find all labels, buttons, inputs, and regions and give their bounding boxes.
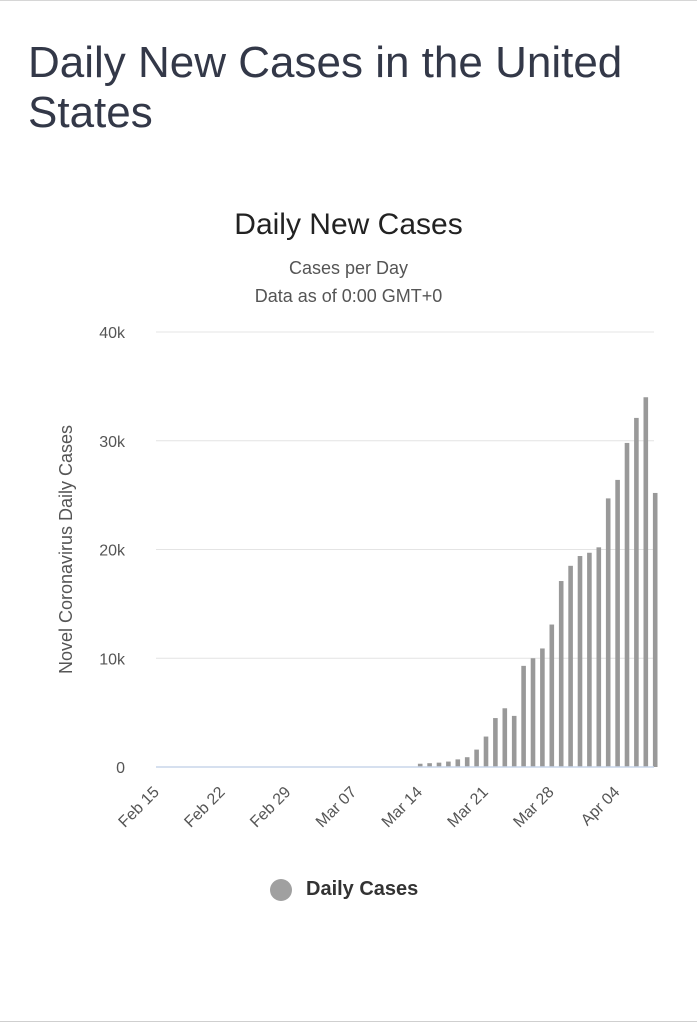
chart-title: Daily New Cases bbox=[234, 208, 463, 241]
bar-series bbox=[156, 397, 658, 768]
bar[interactable] bbox=[474, 749, 479, 767]
legend-label: Daily Cases bbox=[306, 878, 419, 900]
chart-subtitle-line-2: Data as of 0:00 GMT+0 bbox=[254, 286, 443, 306]
bar[interactable] bbox=[549, 624, 555, 767]
bar[interactable] bbox=[493, 718, 498, 767]
y-tick-label: 10k bbox=[99, 651, 126, 668]
bar[interactable] bbox=[530, 658, 536, 767]
x-tick-label: Mar 28 bbox=[510, 784, 557, 831]
top-divider bbox=[0, 0, 697, 1]
bar[interactable] bbox=[502, 708, 508, 767]
bar[interactable] bbox=[643, 397, 649, 767]
x-tick-label: Mar 21 bbox=[445, 784, 492, 831]
bar[interactable] bbox=[577, 556, 583, 767]
bar[interactable] bbox=[436, 762, 442, 767]
legend[interactable]: Daily Cases bbox=[270, 878, 418, 901]
bar[interactable] bbox=[446, 761, 451, 767]
y-axis-ticks: 0 10k 20k 30k 40k bbox=[99, 325, 126, 777]
x-tick-label: Apr 04 bbox=[578, 784, 623, 829]
bar[interactable] bbox=[568, 565, 573, 767]
bar[interactable] bbox=[558, 581, 564, 767]
bar[interactable] bbox=[417, 763, 423, 767]
bar[interactable] bbox=[587, 552, 592, 767]
grid-lines bbox=[156, 331, 654, 659]
x-axis-ticks: Feb 15 Feb 22 Feb 29 Mar 07 Mar 14 Mar 21 Mar … bbox=[116, 784, 624, 831]
bar[interactable] bbox=[652, 492, 658, 767]
bar[interactable] bbox=[634, 417, 639, 767]
bar[interactable] bbox=[483, 736, 489, 767]
bar[interactable] bbox=[427, 763, 432, 767]
bar[interactable] bbox=[455, 759, 461, 767]
x-tick-label: Feb 15 bbox=[116, 784, 163, 831]
bottom-divider bbox=[0, 1021, 697, 1022]
y-tick-label: 20k bbox=[99, 543, 126, 560]
x-tick-label: Mar 07 bbox=[313, 784, 360, 831]
bar[interactable] bbox=[624, 442, 630, 767]
x-tick-label: Feb 22 bbox=[181, 784, 228, 831]
chart-subtitle-line-1: Cases per Day bbox=[288, 258, 409, 278]
bar[interactable] bbox=[596, 547, 602, 767]
page-title: Daily New Cases in the United States bbox=[28, 38, 623, 137]
bar[interactable] bbox=[521, 665, 526, 767]
legend-marker bbox=[270, 878, 292, 901]
y-axis-title: Novel Coronavirus Daily Cases bbox=[56, 425, 76, 674]
x-tick-label: Mar 14 bbox=[379, 784, 426, 831]
y-tick-label: 40k bbox=[99, 325, 126, 342]
bar[interactable] bbox=[464, 757, 470, 767]
bar[interactable] bbox=[615, 479, 620, 767]
bar[interactable] bbox=[540, 648, 545, 767]
y-tick-label: 0 bbox=[116, 760, 125, 777]
bar[interactable] bbox=[511, 715, 517, 767]
bar[interactable] bbox=[605, 498, 611, 767]
y-tick-label: 30k bbox=[99, 434, 126, 451]
chart-plot: 0 10k 20k 30k 40k Feb 15 Feb 22 Feb 29 Mar 07 Ma… bbox=[56, 325, 658, 831]
chart-container: Daily New Cases Cases per Day Data as of… bbox=[0, 190, 697, 930]
x-tick-label: Feb 29 bbox=[247, 784, 294, 831]
